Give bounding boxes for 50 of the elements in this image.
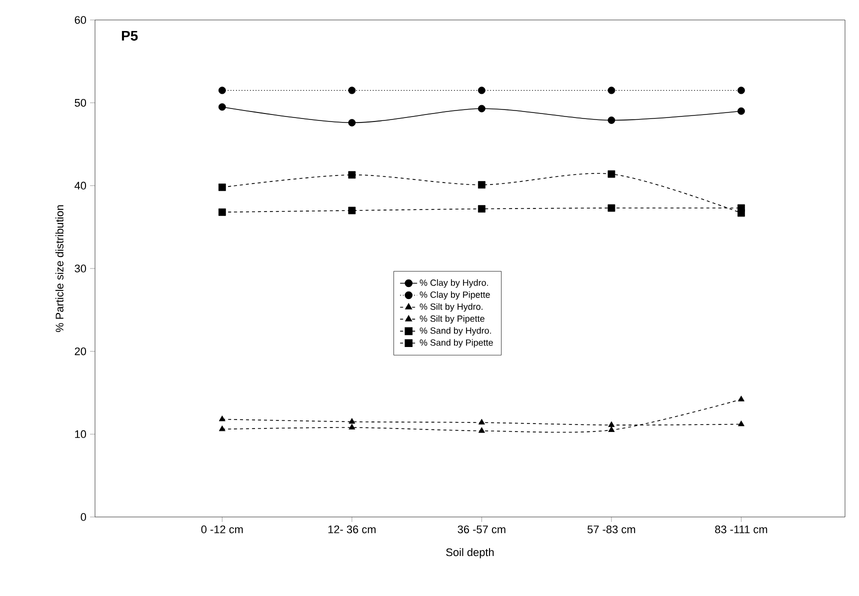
point <box>608 116 616 124</box>
point <box>218 86 226 94</box>
point <box>478 205 486 213</box>
point <box>348 418 356 424</box>
point <box>478 104 486 112</box>
x-tick-label: 12- 36 cm <box>328 526 376 534</box>
x-tick-label: 57 -83 cm <box>588 526 636 534</box>
point <box>608 204 616 212</box>
point <box>478 418 485 425</box>
point <box>608 426 615 432</box>
point <box>348 424 356 430</box>
legend-label: % Silt by Hydro. <box>420 303 482 312</box>
point <box>478 427 485 433</box>
point <box>478 86 486 94</box>
point <box>738 107 745 115</box>
point <box>218 425 226 432</box>
point <box>218 208 226 216</box>
point <box>738 86 745 94</box>
point <box>218 184 226 192</box>
point <box>348 171 356 179</box>
point <box>218 416 226 422</box>
y-tick-label: 40 <box>74 182 86 190</box>
point <box>738 204 745 212</box>
y-tick-label: 50 <box>74 98 86 107</box>
point <box>608 421 615 427</box>
point <box>348 119 356 126</box>
point <box>348 86 356 94</box>
legend-label: % Clay by Hydro. <box>420 279 488 288</box>
point <box>738 396 744 402</box>
y-tick-label: 10 <box>75 430 86 438</box>
legend-label: % Clay by Pipette <box>420 291 490 300</box>
legend-label: % Silt by Pipette <box>420 315 484 324</box>
x-tick-label: 0 -12 cm <box>201 526 243 534</box>
point <box>478 181 486 189</box>
y-tick-label: 0 <box>80 513 86 521</box>
point <box>738 420 744 426</box>
x-tick-label: 36 -57 cm <box>458 526 506 534</box>
legend-label: % Sand by Hydro. <box>420 327 491 336</box>
y-tick-label: 60 <box>74 16 86 24</box>
y-tick-label: 30 <box>74 264 86 272</box>
legend-label: % Sand by Pipette <box>420 339 493 348</box>
point <box>608 86 616 94</box>
y-tick-label: 20 <box>74 347 86 356</box>
point <box>608 170 616 178</box>
text: P5 <box>122 30 138 41</box>
point <box>218 103 226 111</box>
x-axis-title: Soil depth <box>446 548 494 558</box>
point <box>348 206 356 214</box>
x-tick-label: 83 -111 cm <box>715 526 768 534</box>
y-axis-title: % Particle size distribution <box>55 205 64 332</box>
